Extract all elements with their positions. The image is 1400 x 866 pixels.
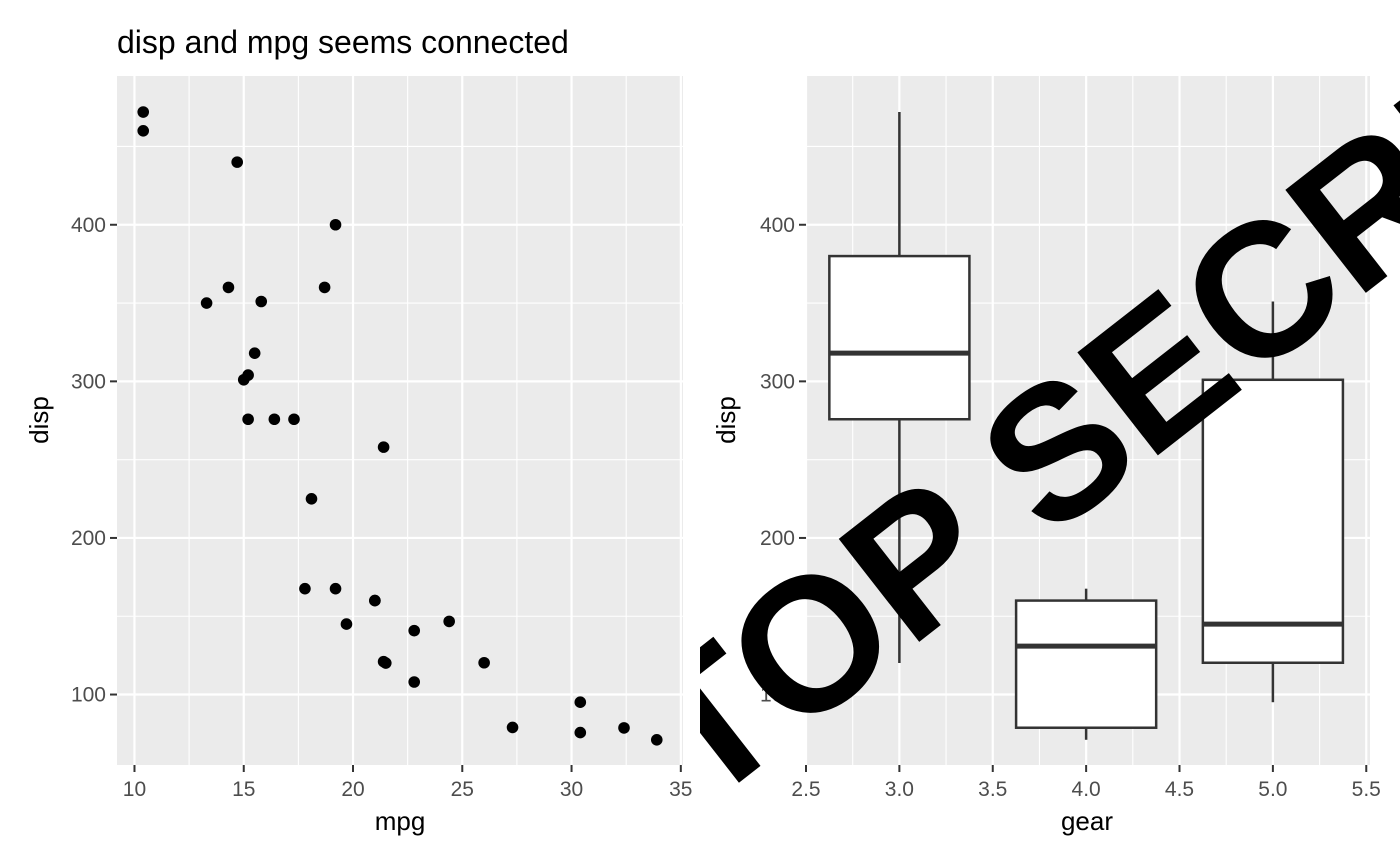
scatter-point xyxy=(377,655,390,668)
scatter-point xyxy=(222,281,235,294)
scatter-point xyxy=(305,492,318,505)
box-iqr xyxy=(1201,378,1345,664)
scatter-point xyxy=(137,125,150,137)
box-axes: 100 200 300 400 2.5 3.0 3.5 4.0 4.5 5.0 5.5 xyxy=(760,214,1381,801)
scatter-point xyxy=(288,413,300,426)
scatter-y-tick-label: 300 xyxy=(71,370,106,393)
box-x-tick-label: 3.0 xyxy=(885,778,914,801)
box-y-tick-label: 300 xyxy=(760,370,795,393)
box-iqr xyxy=(1014,599,1158,729)
scatter-x-tick-label: 20 xyxy=(341,778,364,801)
box-series xyxy=(828,112,1345,740)
scatter-panel xyxy=(117,76,683,765)
scatter-points xyxy=(137,106,663,746)
scatter-point xyxy=(318,281,331,294)
box-group xyxy=(1201,301,1345,703)
scatter-point xyxy=(329,218,342,231)
scatter-x-tick-label: 15 xyxy=(232,778,255,801)
scatter-point xyxy=(268,413,281,426)
scatter-point xyxy=(478,656,490,669)
scatter-point xyxy=(231,156,243,168)
scatter-x-label: mpg xyxy=(375,806,426,836)
scatter-point xyxy=(299,582,311,595)
box-group xyxy=(828,112,971,664)
scatter-point xyxy=(369,594,381,607)
scatter-point xyxy=(574,696,587,709)
box-y-label: disp xyxy=(711,396,741,444)
scatter-y-tick-label: 100 xyxy=(71,684,106,707)
box-x-tick-label: 5.5 xyxy=(1352,778,1381,801)
scatter-point xyxy=(137,106,150,118)
scatter-point xyxy=(506,721,519,734)
box-x-tick-label: 4.0 xyxy=(1072,778,1101,801)
scatter-point xyxy=(377,441,390,453)
chart-title: disp and mpg seems connected xyxy=(117,24,569,60)
scatter-x-tick-label: 10 xyxy=(123,778,146,801)
scatter-point xyxy=(618,722,630,734)
scatter-point xyxy=(237,373,250,386)
box-y-tick-label: 200 xyxy=(760,527,795,550)
scatter-point xyxy=(650,733,663,746)
scatter-x-tick-label: 25 xyxy=(451,778,474,801)
box-iqr xyxy=(828,254,971,421)
scatter-point xyxy=(255,295,268,308)
scatter-point xyxy=(242,413,254,426)
scatter-point xyxy=(340,618,353,630)
box-x-tick-label: 5.0 xyxy=(1258,778,1287,801)
box-x-label: gear xyxy=(1061,806,1113,836)
scatter-x-tick-label: 35 xyxy=(669,778,692,801)
box-group xyxy=(1014,588,1158,740)
scatter-point xyxy=(329,582,342,595)
box-x-tick-label: 3.5 xyxy=(978,778,1007,801)
scatter-axes: 100 200 300 400 10 15 20 25 30 35 xyxy=(71,214,693,801)
scatter-point xyxy=(248,347,261,359)
box-x-tick-label: 2.5 xyxy=(791,778,820,801)
scatter-point xyxy=(574,726,587,739)
box-x-tick-label: 4.5 xyxy=(1165,778,1194,801)
box-y-tick-label: 400 xyxy=(760,214,795,237)
scatter-point xyxy=(200,297,213,309)
scatter-y-tick-label: 200 xyxy=(71,527,106,550)
scatter-y-label: disp xyxy=(24,396,54,444)
scatter-plot: 100 200 300 400 10 15 20 25 30 35 mpg disp xyxy=(24,76,692,836)
box-y-tick-label: 100 xyxy=(760,684,795,707)
box-plot: 100 200 300 400 2.5 3.0 3.5 4.0 4.5 5.0 5.5 gear d… xyxy=(711,76,1381,836)
scatter-point xyxy=(408,624,421,637)
scatter-x-tick-label: 30 xyxy=(560,778,583,801)
scatter-y-tick-label: 400 xyxy=(71,214,106,237)
scatter-grid xyxy=(117,76,683,765)
scatter-point xyxy=(408,676,421,688)
scatter-point xyxy=(443,615,455,628)
